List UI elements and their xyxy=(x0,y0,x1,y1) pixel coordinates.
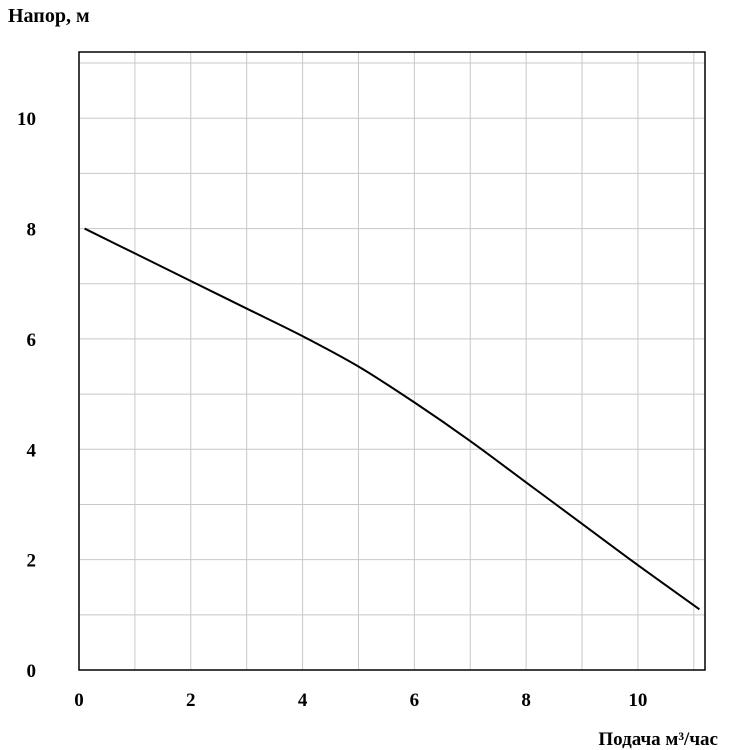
x-tick-label: 0 xyxy=(74,690,84,711)
series-group xyxy=(84,227,700,611)
y-tick-label: 4 xyxy=(27,440,37,461)
x-tick-label: 6 xyxy=(410,690,420,711)
y-axis-title: Напор, м xyxy=(8,5,90,27)
y-tick-label: 2 xyxy=(27,551,37,572)
x-axis-title: Подача м³/час xyxy=(598,729,718,750)
grid-lines xyxy=(79,52,705,670)
head-flow-curve xyxy=(84,227,700,611)
x-tick-label: 8 xyxy=(521,690,531,711)
x-tick-label: 10 xyxy=(628,690,647,711)
tick-labels: 0 2 4 6 8 10 0 2 4 6 8 10 xyxy=(17,109,647,711)
y-tick-label: 6 xyxy=(27,330,37,351)
y-tick-label: 0 xyxy=(27,661,37,682)
y-tick-label: 8 xyxy=(27,220,37,241)
y-tick-label: 10 xyxy=(17,109,36,130)
plot-frame xyxy=(78,51,706,671)
x-tick-label: 2 xyxy=(186,690,196,711)
x-tick-label: 4 xyxy=(298,690,308,711)
